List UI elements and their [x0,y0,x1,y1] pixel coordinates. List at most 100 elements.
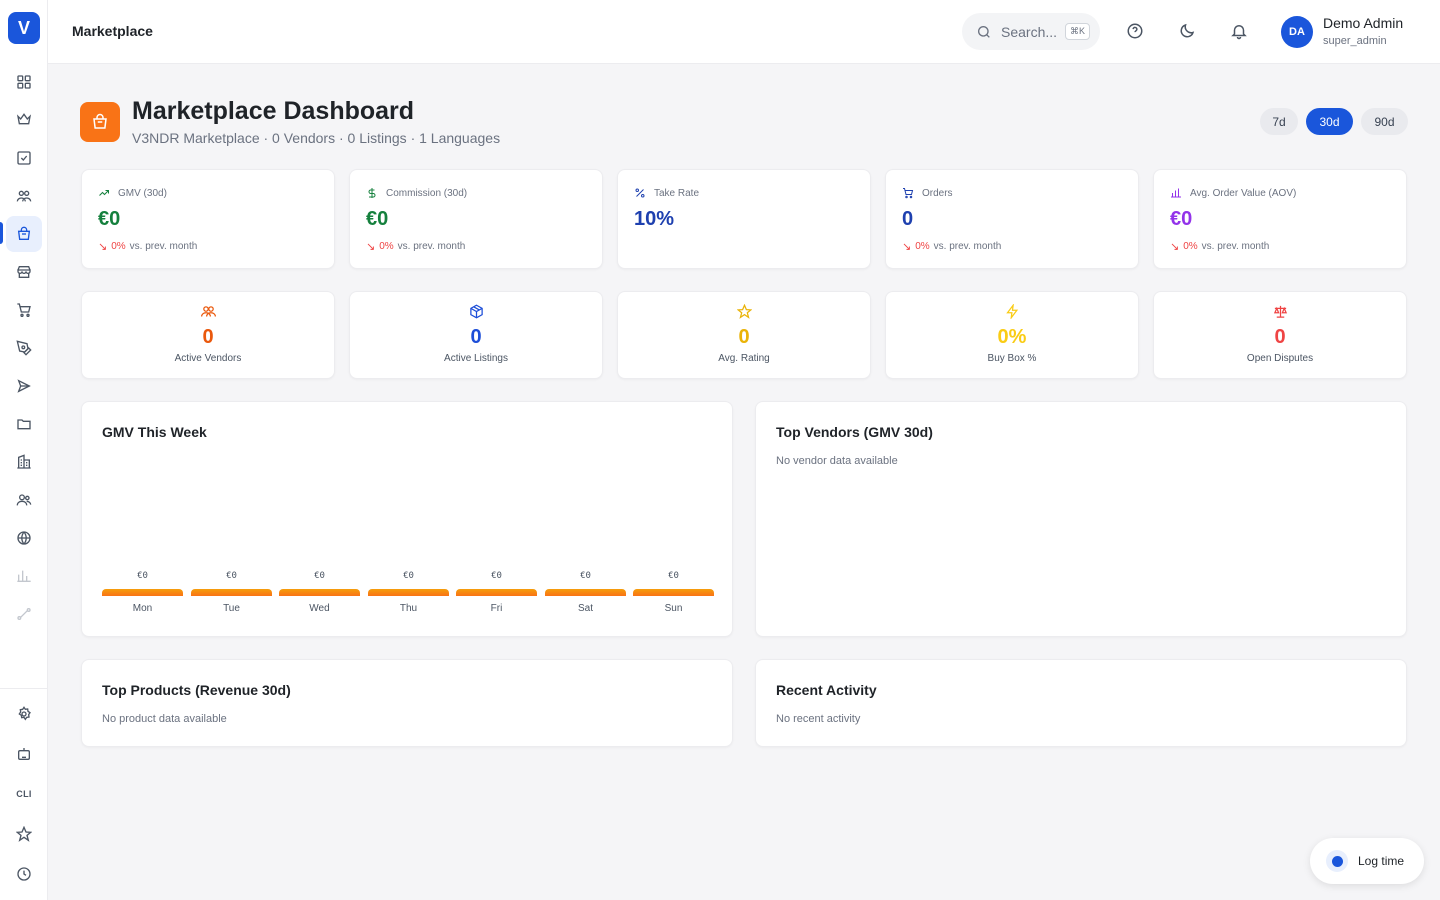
stat-label: Active Vendors [174,353,242,364]
bar-value: €0 [226,571,237,581]
stat-card-active-listings: 0 Active Listings [349,291,603,379]
page-title: Marketplace Dashboard [132,97,415,125]
kpi-value: €0 [1170,208,1193,230]
top-products-card: Top Products (Revenue 30d) No product da… [81,659,733,747]
kpi-header: Orders [902,187,953,199]
stat-label: Open Disputes [1246,353,1314,364]
bar [102,589,183,596]
kpi-delta: ↘ 0% vs. prev. month [902,240,1001,253]
range-30d-button[interactable]: 30d [1306,108,1353,135]
star-icon[interactable] [6,816,42,852]
range-7d-button[interactable]: 7d [1260,108,1298,135]
shopping-bag-icon[interactable] [6,216,42,252]
stat-value: 0 [738,326,750,348]
avatar[interactable]: DA [1281,16,1313,48]
zap-icon [1005,304,1018,319]
dashboard-grid-icon[interactable] [6,64,42,100]
users-icon[interactable] [6,178,42,214]
stat-label: Active Listings [444,353,508,364]
arrow-down-right-icon: ↘ [366,241,376,253]
bar [545,589,626,596]
bar-day-label: Thu [399,603,418,614]
kpi-delta: ↘ 0% vs. prev. month [98,240,197,253]
stat-value: 0 [202,326,214,348]
send-icon[interactable] [6,368,42,404]
bar-mon: €0 Mon [102,568,183,618]
kpi-delta: ↘ 0% vs. prev. month [1170,240,1269,253]
topbar: Marketplace Search... ⌘K DA Demo Admin s… [48,0,1440,64]
crown-icon[interactable] [6,101,42,137]
bar-value: €0 [137,571,148,581]
kpi-delta: ↘ 0% vs. prev. month [366,240,465,253]
star-icon [736,304,752,319]
user-name: Demo Admin [1323,15,1404,31]
bar-day-label: Sat [577,603,593,614]
stat-value: 0% [997,326,1027,348]
settings-icon[interactable] [6,696,42,732]
sidebar-divider [0,688,48,689]
store-icon[interactable] [6,254,42,290]
clock-icon[interactable] [6,856,42,892]
empty-state: No recent activity [776,713,861,725]
top-vendors-card: Top Vendors (GMV 30d) No vendor data ava… [755,401,1407,637]
users-icon [200,306,216,317]
bar-thu: €0 Thu [368,568,449,618]
bar [633,589,714,596]
stat-value: 0 [1274,326,1286,348]
kpi-card-take-rate: Take Rate 10% [617,169,871,269]
globe-icon[interactable] [6,520,42,556]
bar [368,589,449,596]
panel-title: Top Vendors (GMV 30d) [776,424,933,440]
arrow-down-right-icon: ↘ [1170,241,1180,253]
bell-icon[interactable] [1230,22,1248,40]
panel-title: GMV This Week [102,424,207,440]
cart-icon[interactable] [6,292,42,328]
kpi-delta-text: vs. prev. month [129,241,198,252]
bar-value: €0 [668,571,679,581]
cli-button[interactable]: CLI [6,776,42,812]
bar-day-label: Sun [664,603,683,614]
sidebar: V [0,0,48,900]
kpi-delta-value: 0% [915,241,930,252]
kpi-header: GMV (30d) [98,187,167,199]
route-icon[interactable] [6,596,42,632]
pen-icon[interactable] [6,330,42,366]
building-icon[interactable] [6,444,42,480]
bar-chart-icon [1171,188,1181,198]
bar-chart-icon[interactable] [6,558,42,594]
stat-card-open-disputes: 0 Open Disputes [1153,291,1407,379]
empty-state: No vendor data available [776,455,898,467]
stat-card-buy-box: 0% Buy Box % [885,291,1139,379]
kpi-header: Avg. Order Value (AOV) [1170,187,1296,199]
gmv-week-card: GMV This Week €0 Mon €0 Tue €0 Wed €0 Thu €0… [81,401,733,637]
help-icon[interactable] [1126,22,1144,40]
page-subtitle: V3NDR Marketplace · 0 Vendors · 0 Listin… [132,130,501,146]
kpi-header: Commission (30d) [366,187,467,199]
range-90d-button[interactable]: 90d [1361,108,1408,135]
cart-icon [903,188,914,199]
bot-icon[interactable] [6,736,42,772]
kpi-card-commission: Commission (30d) €0 ↘ 0% vs. prev. month [349,169,603,269]
trending-up-icon [99,190,109,196]
search-input[interactable]: Search... ⌘K [962,13,1100,50]
active-indicator [0,222,3,244]
bar-fri: €0 Fri [456,568,537,618]
search-icon [978,25,990,38]
kpi-label: Commission (30d) [386,187,468,199]
kpi-value: €0 [98,208,121,230]
checkbox-icon[interactable] [6,140,42,176]
empty-state: No product data available [102,713,227,725]
log-time-label: Log time [1358,854,1405,868]
app-logo[interactable]: V [8,12,40,44]
arrow-down-right-icon: ↘ [98,241,108,253]
kpi-value: 0 [902,208,914,230]
moon-icon[interactable] [1178,22,1196,40]
team-icon[interactable] [6,482,42,518]
log-time-button[interactable]: Log time [1310,838,1424,884]
search-shortcut: ⌘K [1065,23,1091,40]
dollar-icon [368,188,376,198]
topbar-title: Marketplace [72,23,153,39]
search-placeholder: Search... [1001,23,1058,40]
user-role: super_admin [1323,35,1387,47]
folder-icon[interactable] [6,406,42,442]
